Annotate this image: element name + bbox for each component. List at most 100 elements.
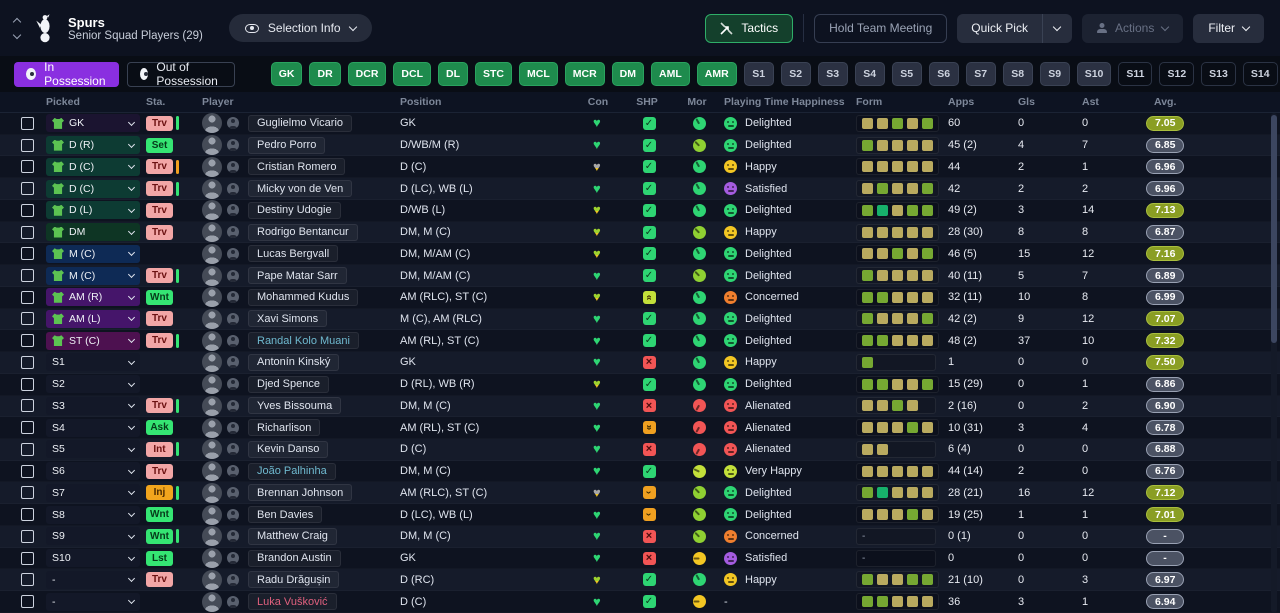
column-header-avg[interactable]: Avg. — [1154, 96, 1177, 108]
player-photo[interactable] — [202, 417, 222, 438]
player-checkbox[interactable] — [21, 486, 34, 500]
picked-dropdown[interactable]: D (L) — [46, 201, 140, 220]
player-photo[interactable] — [202, 461, 222, 482]
picked-dropdown[interactable]: D (C) — [46, 157, 140, 176]
player-name[interactable]: Pape Matar Sarr — [248, 267, 347, 284]
player-name[interactable]: Cristian Romero — [248, 158, 346, 176]
filter-button[interactable]: Filter — [1193, 13, 1264, 43]
player-checkbox[interactable] — [21, 334, 34, 348]
player-name[interactable]: Radu Drăgușin — [248, 571, 340, 589]
player-checkbox[interactable] — [21, 529, 34, 543]
player-photo[interactable] — [202, 352, 222, 373]
player-photo[interactable] — [202, 504, 222, 525]
actions-button[interactable]: Actions — [1081, 13, 1184, 43]
player-checkbox[interactable] — [21, 355, 34, 369]
position-filter-dr[interactable]: DR — [309, 62, 341, 86]
profile-icon[interactable] — [227, 247, 239, 260]
player-photo[interactable] — [202, 395, 222, 416]
player-checkbox[interactable] — [21, 203, 34, 217]
position-filter-s13[interactable]: S13 — [1201, 62, 1236, 86]
position-filter-s4[interactable]: S4 — [854, 62, 885, 86]
player-photo[interactable] — [202, 113, 222, 134]
column-header-gls[interactable]: Gls — [1018, 96, 1035, 108]
player-checkbox[interactable] — [21, 399, 34, 413]
column-header-player[interactable]: Player — [202, 96, 234, 108]
picked-dropdown[interactable]: S8 — [46, 505, 140, 524]
profile-icon[interactable] — [227, 443, 239, 456]
position-filter-s11[interactable]: S11 — [1118, 62, 1153, 86]
player-name[interactable]: Mohammed Kudus — [248, 288, 359, 306]
picked-dropdown[interactable]: ST (C) — [46, 331, 140, 350]
picked-dropdown[interactable]: S7 — [46, 483, 140, 502]
player-checkbox[interactable] — [21, 508, 34, 522]
position-filter-s5[interactable]: S5 — [891, 62, 922, 86]
player-name[interactable]: Randal Kolo Muani — [248, 332, 359, 350]
picked-dropdown[interactable]: S5 — [46, 440, 140, 459]
player-checkbox[interactable] — [21, 290, 34, 304]
player-checkbox[interactable] — [21, 573, 34, 587]
picked-dropdown[interactable]: S6 — [46, 462, 140, 481]
position-filter-s12[interactable]: S12 — [1159, 62, 1195, 86]
quick-pick-button[interactable]: Quick Pick — [957, 14, 1042, 43]
player-name[interactable]: Xavi Simons — [248, 310, 328, 328]
player-checkbox[interactable] — [21, 269, 34, 282]
picked-dropdown[interactable]: AM (R) — [46, 288, 140, 307]
picked-dropdown[interactable]: DM — [46, 223, 140, 242]
position-filter-dcr[interactable]: DCR — [347, 62, 387, 86]
column-header-picked[interactable]: Picked — [46, 96, 80, 108]
column-header-sta[interactable]: Sta. — [146, 96, 166, 108]
player-name[interactable]: Luka Vušković — [248, 593, 337, 611]
player-name[interactable]: Rodrigo Bentancur — [248, 223, 358, 241]
player-checkbox[interactable] — [21, 595, 34, 609]
position-filter-s2[interactable]: S2 — [780, 62, 811, 86]
picked-dropdown[interactable]: AM (L) — [46, 309, 140, 328]
player-checkbox[interactable] — [21, 421, 34, 435]
column-header-form[interactable]: Form — [856, 96, 883, 108]
profile-icon[interactable] — [227, 312, 239, 325]
picked-dropdown[interactable]: D (R) — [46, 136, 140, 155]
picked-dropdown[interactable]: S4 — [46, 418, 140, 437]
column-header-position[interactable]: Position — [400, 96, 442, 108]
scrollbar-track[interactable] — [1271, 113, 1277, 613]
player-photo[interactable] — [202, 569, 222, 590]
player-name[interactable]: Micky von de Ven — [248, 180, 353, 198]
profile-icon[interactable] — [227, 139, 239, 152]
player-name[interactable]: Brandon Austin — [248, 549, 341, 567]
player-photo[interactable] — [202, 330, 222, 351]
picked-dropdown[interactable]: S9 — [46, 527, 140, 546]
picked-dropdown[interactable]: D (C) — [46, 179, 140, 198]
player-name[interactable]: Ben Davies — [248, 506, 323, 524]
player-photo[interactable] — [202, 482, 222, 503]
player-name[interactable]: Matthew Craig — [248, 527, 337, 545]
profile-icon[interactable] — [227, 160, 239, 173]
player-photo[interactable] — [202, 308, 222, 329]
player-photo[interactable] — [202, 548, 222, 569]
cycle-up-icon[interactable] — [12, 17, 22, 26]
player-checkbox[interactable] — [21, 442, 34, 456]
position-filter-s6[interactable]: S6 — [928, 62, 959, 86]
player-checkbox[interactable] — [21, 551, 34, 565]
cycle-down-icon[interactable] — [12, 30, 22, 39]
column-header-ast[interactable]: Ast — [1082, 96, 1099, 108]
player-photo[interactable] — [202, 178, 222, 199]
column-header-apps[interactable]: Apps — [948, 96, 975, 108]
player-checkbox[interactable] — [21, 247, 34, 261]
profile-icon[interactable] — [227, 465, 239, 478]
position-filter-stc[interactable]: STC — [475, 62, 512, 86]
player-checkbox[interactable] — [21, 182, 34, 196]
player-photo[interactable] — [202, 374, 222, 395]
player-checkbox[interactable] — [21, 225, 34, 239]
profile-icon[interactable] — [227, 269, 239, 282]
tab-out-of-possession[interactable]: Out of Possession — [127, 60, 235, 88]
profile-icon[interactable] — [227, 595, 239, 608]
position-filter-aml[interactable]: AML — [651, 62, 690, 86]
position-filter-dl[interactable]: DL — [438, 62, 468, 86]
picked-dropdown[interactable]: S1 — [46, 353, 140, 372]
quick-pick-dropdown-arrow[interactable] — [1041, 13, 1072, 43]
position-filter-amr[interactable]: AMR — [696, 62, 737, 86]
player-name[interactable]: Destiny Udogie — [248, 201, 341, 219]
position-filter-s8[interactable]: S8 — [1002, 62, 1033, 86]
player-name[interactable]: Brennan Johnson — [248, 484, 353, 502]
player-photo[interactable] — [202, 265, 222, 286]
player-checkbox[interactable] — [21, 312, 34, 326]
